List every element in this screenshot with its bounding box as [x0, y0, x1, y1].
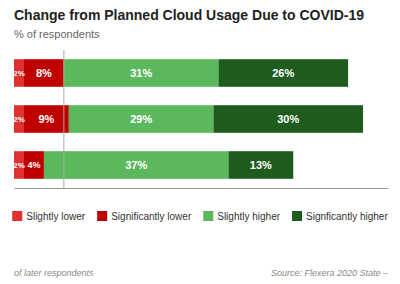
data-label: 2% — [13, 69, 25, 78]
bar-segment — [44, 151, 229, 179]
data-label: 37% — [125, 159, 147, 171]
bar-segment — [14, 151, 24, 179]
bar-segment — [24, 59, 64, 87]
title: Change from Planned Cloud Usage Due to C… — [14, 7, 364, 23]
x-axis — [15, 188, 389, 189]
data-label: 2% — [13, 161, 25, 170]
legend-swatch — [97, 211, 107, 221]
bar-segment — [64, 59, 219, 87]
bar-segment — [218, 59, 348, 87]
legend-swatch — [12, 211, 22, 221]
legend-label: Slightly lower — [26, 211, 86, 222]
legend: Slightly lower Significantly lower Slightl… — [12, 211, 388, 222]
bar-segment — [228, 151, 293, 179]
legend-swatch — [203, 211, 213, 221]
data-label: 9% — [38, 113, 54, 125]
data-label: 30% — [277, 113, 299, 125]
chart: Change from Planned Cloud Usage Due to C… — [0, 0, 400, 284]
legend-item: Slightly higher — [203, 211, 280, 222]
data-label: 13% — [250, 159, 272, 171]
reference-line — [63, 50, 64, 188]
data-label: 26% — [272, 67, 294, 79]
legend-label: Signficantly higher — [306, 211, 388, 222]
data-labels: 2% 2% 2% 8% 9% 4% 31% 29% 37% 26% 30% 13% — [13, 67, 299, 171]
data-label: 4% — [27, 160, 40, 170]
bar-segment — [24, 105, 69, 133]
legend-swatch — [292, 211, 302, 221]
legend-item: Significantly lower — [97, 211, 192, 222]
data-label: 2% — [13, 115, 25, 124]
x-axis-line — [15, 188, 389, 189]
legend-label: Significantly lower — [111, 211, 192, 222]
subtitle: % of respondents — [14, 28, 100, 40]
legend-item: Slightly lower — [12, 211, 86, 222]
bar-segment — [213, 105, 363, 133]
data-label: 31% — [130, 67, 152, 79]
bar-segment — [14, 105, 24, 133]
data-label: 29% — [130, 113, 152, 125]
bar-segment — [69, 105, 214, 133]
bars — [14, 50, 363, 188]
bar-segment — [24, 151, 44, 179]
legend-label: Slightly higher — [217, 211, 280, 222]
data-label: 8% — [36, 67, 52, 79]
footer-note: Source: Flexera 2020 State – — [271, 268, 389, 278]
bar-segment — [14, 59, 24, 87]
footer-note: of later respondents — [14, 268, 94, 278]
legend-item: Signficantly higher — [292, 211, 388, 222]
